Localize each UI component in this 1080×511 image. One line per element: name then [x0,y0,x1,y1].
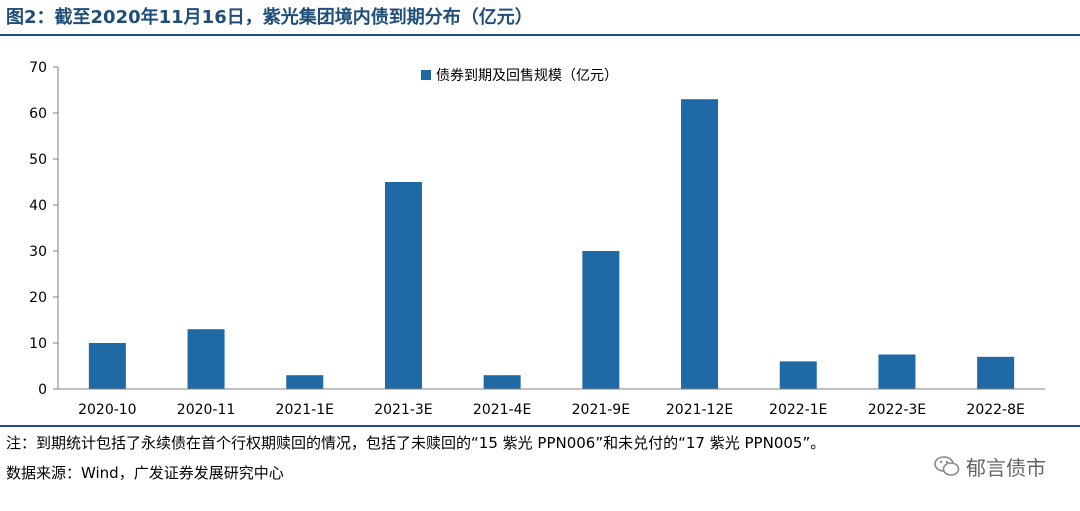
bar [384,182,422,389]
x-tick-label: 2022-3E [868,402,926,418]
x-tick-label: 2020-11 [177,402,236,418]
y-tick-label: 30 [29,244,47,260]
y-tick-label: 10 [29,336,47,352]
bar [286,375,324,389]
data-source: 数据来源：Wind，广发证券发展研究中心 [6,464,284,482]
x-axis: 2020-10 2020-11 2021-1E 2021-3E 2021-4E 2021-… [58,388,1045,418]
bar [878,354,916,389]
y-tick-label: 60 [29,106,47,122]
watermark: 郁言债市 [934,452,1046,480]
bar [483,375,521,389]
x-tick-label: 2020-10 [78,402,137,418]
bar [681,99,719,389]
wechat-icon [934,456,960,476]
bar [779,361,817,389]
footnote: 注：到期统计包括了永续债在首个行权期赎回的情况，包括了未赎回的“15 紫光 PP… [6,434,826,452]
watermark-text: 郁言债市 [966,455,1046,480]
top-rule [0,34,1080,36]
y-tick-label: 70 [29,60,47,76]
y-tick-label: 50 [29,152,47,168]
bars-group [88,99,1015,389]
bar [977,356,1015,389]
bar [88,343,126,389]
legend-swatch [421,70,431,80]
chart-legend: 债券到期及回售规模（亿元） [421,68,618,84]
y-tick-label: 0 [38,382,47,398]
legend-label: 债券到期及回售规模（亿元） [436,68,618,84]
x-tick-label: 2021-3E [374,402,432,418]
y-axis: 0 10 20 30 40 50 60 70 [29,60,59,398]
x-tick-label: 2021-4E [473,402,531,418]
y-tick-label: 20 [29,290,47,306]
bar [582,251,620,389]
x-tick-label: 2021-9E [572,402,630,418]
y-tick-label: 40 [29,198,47,214]
chart-title: 图2：截至2020年11月16日，紫光集团境内债到期分布（亿元） [6,7,533,28]
x-tick-label: 2022-8E [966,402,1024,418]
x-tick-label: 2021-12E [666,402,733,418]
bottom-rule [0,425,1080,427]
x-tick-label: 2021-1E [276,402,334,418]
bar [187,329,225,389]
x-tick-label: 2022-1E [769,402,827,418]
